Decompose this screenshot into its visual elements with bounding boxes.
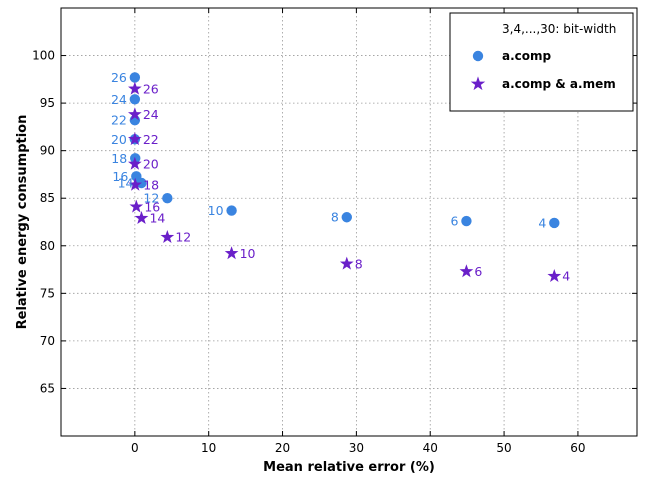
x-tick-label: 20 bbox=[275, 441, 290, 455]
data-point-label: 10 bbox=[240, 246, 256, 261]
data-point-circle bbox=[131, 171, 142, 182]
legend-circle-icon bbox=[472, 50, 484, 62]
data-point-circle bbox=[341, 212, 352, 223]
data-point-star bbox=[128, 132, 142, 146]
data-point-label: 20 bbox=[143, 156, 159, 171]
data-point-circle bbox=[549, 217, 560, 229]
x-tick-label: 50 bbox=[496, 441, 511, 455]
legend-star-icon bbox=[470, 76, 486, 91]
data-series bbox=[128, 72, 562, 283]
x-tick-label: 10 bbox=[201, 441, 216, 455]
data-point-star bbox=[160, 230, 175, 244]
data-point-label: 4 bbox=[562, 269, 570, 284]
data-point-label: 12 bbox=[143, 191, 159, 206]
data-point-circle bbox=[129, 94, 141, 105]
data-point-star bbox=[224, 246, 239, 260]
legend-label-a-comp: a.comp bbox=[502, 49, 552, 63]
data-point-label: 14 bbox=[118, 176, 134, 191]
point-labels: 4681012141618202224264681012141618202224… bbox=[111, 70, 570, 284]
data-point-label: 22 bbox=[111, 113, 127, 128]
y-tick-label: 100 bbox=[32, 49, 55, 63]
data-point-label: 18 bbox=[143, 177, 159, 192]
data-point-label: 20 bbox=[111, 132, 127, 147]
data-point-label: 4 bbox=[538, 215, 546, 230]
series-a-comp-and-a-mem bbox=[128, 81, 562, 283]
data-point-label: 16 bbox=[112, 169, 128, 184]
y-tick-label: 65 bbox=[40, 381, 55, 395]
data-point-circle bbox=[129, 72, 141, 83]
x-tick-label: 30 bbox=[349, 441, 364, 455]
axis-ticks: 0 10 20 30 40 50 60 65 70 75 80 85 90 95 100 bbox=[32, 8, 637, 455]
y-tick-label: 95 bbox=[40, 96, 55, 110]
data-point-label: 16 bbox=[144, 199, 160, 214]
data-point-star bbox=[134, 211, 149, 225]
plot-area bbox=[60, 7, 638, 437]
data-point-label: 6 bbox=[474, 264, 482, 279]
x-tick-label: 60 bbox=[570, 441, 585, 455]
data-point-label: 26 bbox=[111, 70, 127, 85]
data-point-label: 26 bbox=[143, 81, 159, 96]
data-point-star bbox=[459, 264, 474, 278]
data-point-circle bbox=[226, 205, 237, 216]
data-point-star bbox=[339, 256, 354, 270]
data-point-label: 24 bbox=[143, 107, 159, 122]
data-point-star bbox=[128, 107, 142, 121]
y-axis-label: Relative energy consumption bbox=[15, 115, 30, 330]
data-point-label: 6 bbox=[450, 214, 458, 229]
data-point-label: 22 bbox=[143, 132, 159, 147]
data-point-star bbox=[128, 156, 142, 170]
legend-marker-star bbox=[470, 76, 486, 91]
series-a-comp bbox=[129, 72, 560, 229]
y-tick-label: 80 bbox=[40, 239, 55, 253]
data-point-star bbox=[547, 269, 562, 283]
data-point-star bbox=[129, 199, 144, 213]
legend-label-a-comp-and-a-mem: a.comp & a.mem bbox=[502, 77, 616, 91]
data-point-label: 8 bbox=[331, 210, 339, 225]
data-point-label: 8 bbox=[355, 256, 363, 271]
data-point-label: 10 bbox=[208, 203, 224, 218]
y-tick-label: 85 bbox=[40, 191, 55, 205]
y-tick-label: 90 bbox=[40, 144, 55, 158]
legend-box bbox=[449, 12, 634, 112]
data-point-circle bbox=[461, 215, 472, 227]
x-axis-label: Mean relative error (%) bbox=[263, 460, 435, 475]
legend: 3,4,...,30: bit-width a.comp a.comp & a.… bbox=[449, 12, 634, 112]
data-point-label: 24 bbox=[111, 92, 127, 107]
y-tick-label: 75 bbox=[40, 286, 55, 300]
data-point-star bbox=[128, 81, 142, 95]
y-tick-label: 70 bbox=[40, 334, 55, 348]
data-point-label: 18 bbox=[111, 151, 127, 166]
data-point-star bbox=[128, 177, 143, 191]
x-tick-label: 0 bbox=[131, 441, 139, 455]
data-point-circle bbox=[162, 193, 173, 204]
data-point-label: 12 bbox=[175, 230, 191, 245]
data-point-label: 14 bbox=[149, 211, 165, 226]
legend-header: 3,4,...,30: bit-width bbox=[502, 22, 616, 36]
legend-marker-circle bbox=[472, 50, 484, 62]
x-tick-label: 40 bbox=[423, 441, 438, 455]
